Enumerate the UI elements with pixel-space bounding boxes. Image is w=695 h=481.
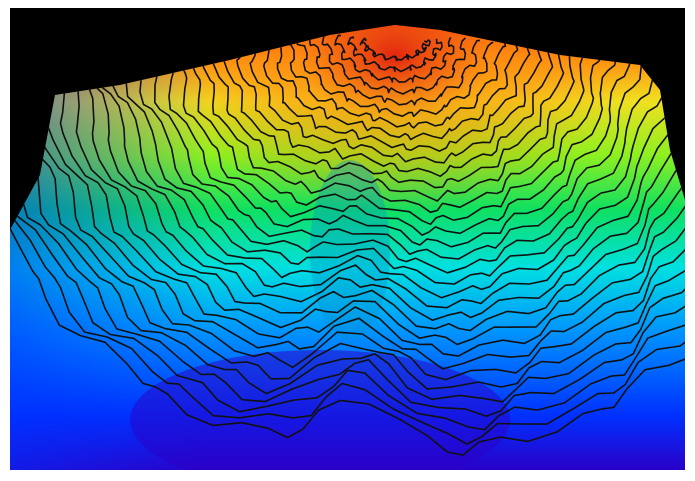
contour-line <box>71 34 685 332</box>
contour-line <box>321 32 467 95</box>
contour-line <box>10 40 685 445</box>
contour-line <box>97 34 685 309</box>
contour-line <box>28 34 685 381</box>
contour-line <box>83 35 685 321</box>
contour-line <box>170 35 619 236</box>
contour-line <box>359 37 431 62</box>
contour-line <box>41 38 685 370</box>
contour-line <box>334 34 455 83</box>
contour-line <box>249 36 543 164</box>
contour-line <box>236 36 554 178</box>
contour-line <box>222 37 565 189</box>
contour-line <box>48 43 685 357</box>
contour-line <box>10 34 685 456</box>
contour-line <box>58 39 685 346</box>
contour-line <box>283 39 507 129</box>
contour-line <box>347 36 443 73</box>
contour-line <box>160 35 631 248</box>
contour-line <box>263 36 531 152</box>
contour-line <box>13 34 685 390</box>
contour-line <box>10 37 685 418</box>
contour-line <box>196 40 594 214</box>
contour-line <box>10 33 685 403</box>
contour-line <box>183 37 607 226</box>
contour-line <box>273 39 519 141</box>
contour-line <box>296 36 494 118</box>
contour-line <box>10 43 685 431</box>
contour-line <box>139 40 654 274</box>
terrain-surface <box>10 25 685 470</box>
contour-line <box>111 37 675 299</box>
contour-line <box>308 33 480 106</box>
contour-line <box>125 42 664 285</box>
contour-line <box>152 36 643 260</box>
contour-line <box>209 41 578 202</box>
